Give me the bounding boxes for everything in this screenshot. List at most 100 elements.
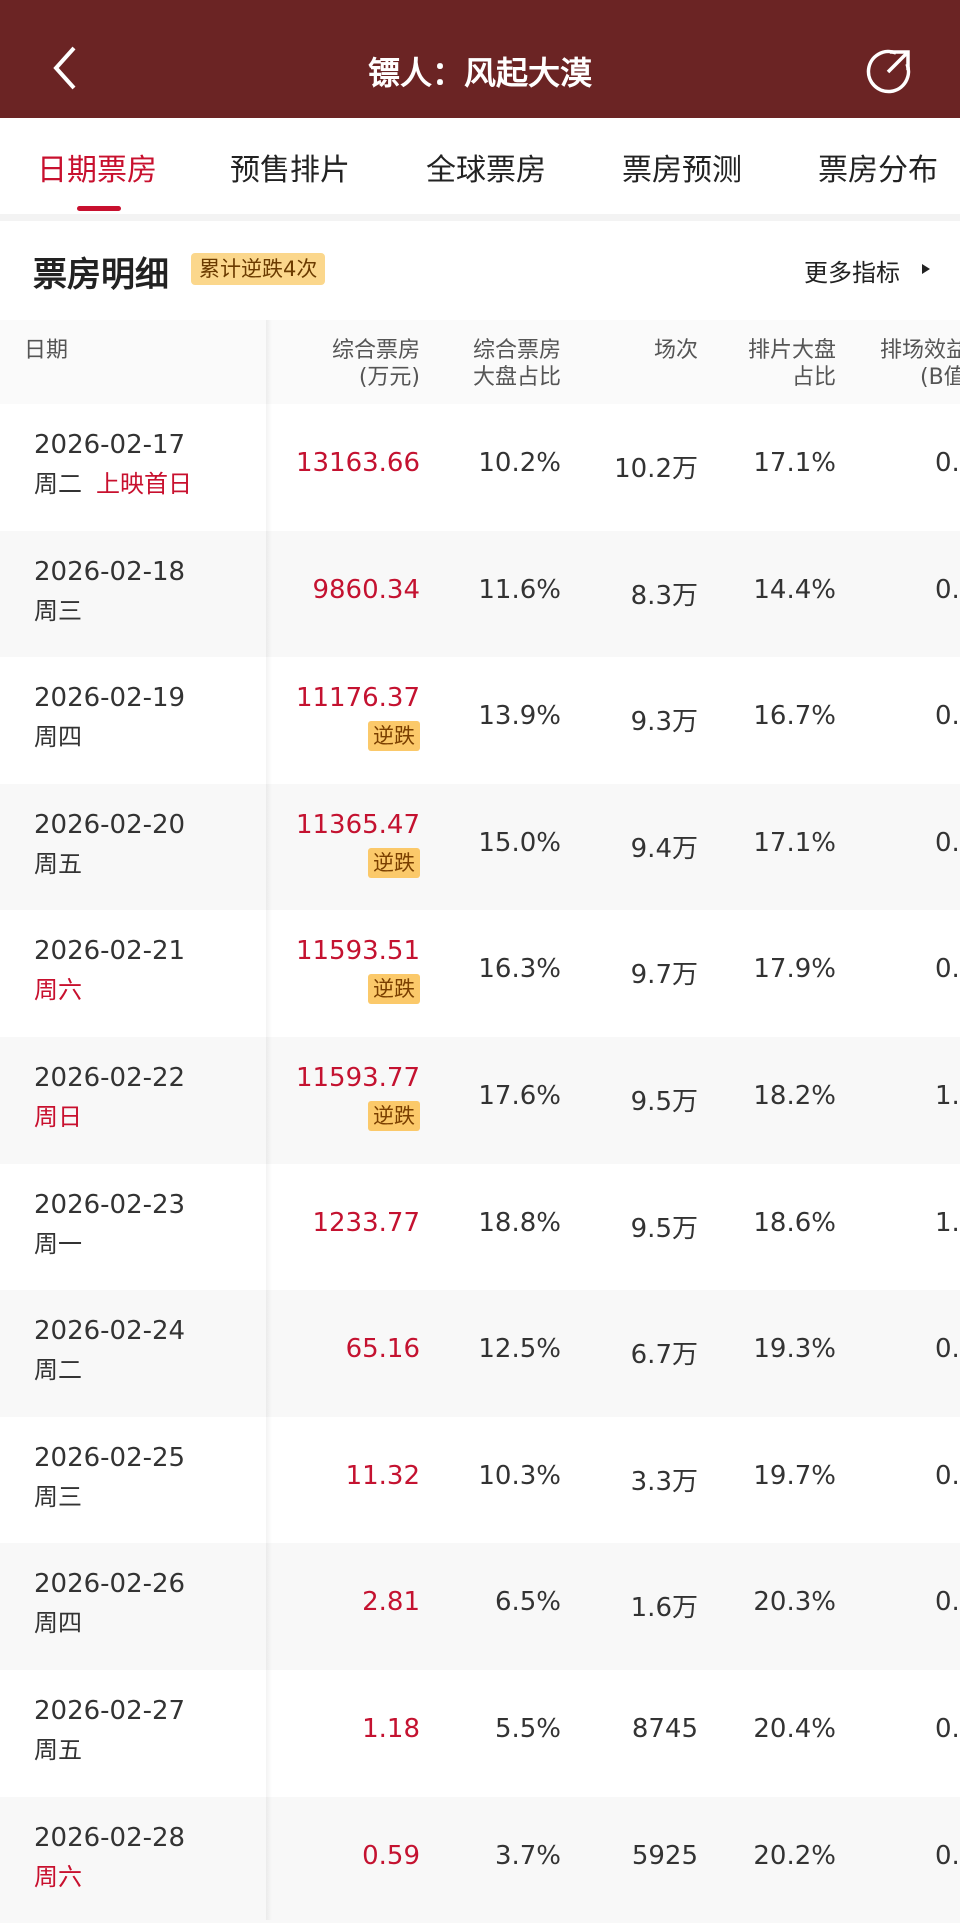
box-office: 11176.37: [295, 683, 420, 714]
b-value: 0.: [935, 1587, 960, 1618]
b-value: 0.: [935, 1334, 960, 1365]
slot-share: 20.2%: [753, 1840, 836, 1871]
weekday: 周四: [34, 723, 82, 752]
box-office: 11365.47: [295, 809, 420, 840]
share: 6.5%: [494, 1587, 561, 1618]
slot-share: 17.9%: [753, 954, 836, 985]
share: 12.5%: [478, 1334, 561, 1365]
weekday: 周六: [34, 1862, 82, 1891]
table-row: [0, 404, 960, 531]
weekday: 周二: [34, 470, 82, 498]
column-header: 排场效益: [880, 338, 960, 363]
sticky-shadow: [266, 320, 272, 1920]
date: 2026-02-27: [34, 1696, 186, 1726]
box-office: 9860.34: [312, 574, 420, 605]
table-row: [0, 530, 960, 658]
tab-indicator: [77, 206, 121, 211]
share: 10.3%: [478, 1460, 561, 1491]
weekday: 周五: [34, 849, 82, 878]
weekday: 周日: [34, 1103, 82, 1131]
share: 3.7%: [494, 1840, 561, 1871]
date: 2026-02-26: [34, 1569, 186, 1600]
tag: 逆跌: [368, 721, 420, 752]
shows: 3.3万: [630, 1466, 698, 1497]
table-row: [0, 657, 960, 784]
tab[interactable]: 预售排片: [230, 153, 350, 188]
share: 17.6%: [478, 1081, 561, 1111]
weekday: 周二: [34, 1356, 82, 1385]
b-value: 0.: [935, 1840, 960, 1871]
shows: 9.4万: [630, 833, 698, 864]
column-header: 综合票房: [472, 338, 561, 363]
table-row: [0, 1416, 960, 1544]
box-office: 65.16: [345, 1334, 420, 1365]
column-header: 大盘占比: [472, 365, 561, 390]
more-arrow[interactable]: [920, 262, 932, 276]
shows: 10.2万: [614, 454, 698, 484]
more-link[interactable]: 更多指标: [804, 259, 900, 287]
tab[interactable]: 票房分布: [818, 153, 938, 188]
tab-bar: [0, 118, 960, 214]
share: 18.8%: [478, 1207, 561, 1238]
box-office: 2.81: [362, 1587, 420, 1618]
slot-share: 20.4%: [753, 1714, 836, 1744]
column-header: (B值): [920, 365, 960, 390]
slot-share: 14.4%: [753, 574, 836, 605]
date: 2026-02-19: [34, 683, 186, 714]
shows: 8745: [631, 1714, 698, 1744]
tag: 逆跌: [368, 974, 420, 1005]
column-header: 日期: [24, 338, 69, 363]
divider: [0, 214, 960, 221]
shows: 8.3万: [630, 580, 698, 611]
b-value: 1.: [935, 1081, 960, 1111]
slot-share: 19.7%: [753, 1460, 836, 1491]
tab[interactable]: 票房预测: [622, 153, 742, 188]
shows: 9.5万: [630, 1213, 698, 1244]
table-row: [0, 1037, 960, 1164]
b-value: 0.: [935, 448, 960, 478]
box-office: 1.18: [362, 1714, 420, 1744]
header-bar: 镖人：风起大漠: [0, 0, 960, 118]
tab[interactable]: 全球票房: [426, 153, 546, 188]
slot-share: 16.7%: [753, 701, 836, 732]
tag: 逆跌: [368, 847, 420, 878]
date: 2026-02-18: [34, 556, 186, 587]
slot-share: 20.3%: [753, 1587, 836, 1618]
back-button[interactable]: [50, 44, 80, 92]
date: 2026-02-22: [34, 1063, 186, 1093]
column-header: 排片大盘: [747, 338, 836, 363]
slot-share: 17.1%: [753, 827, 836, 858]
b-value: 0.: [935, 574, 960, 605]
shows: 1.6万: [630, 1593, 698, 1624]
share: 16.3%: [478, 954, 561, 985]
b-value: 0.: [935, 954, 960, 985]
share: 15.0%: [478, 827, 561, 858]
shows: 9.3万: [630, 707, 698, 738]
box-office: 13163.66: [295, 448, 420, 478]
b-value: 0.: [935, 827, 960, 858]
date: 2026-02-21: [34, 936, 186, 967]
box-office: 11593.51: [295, 936, 420, 967]
box-office: 11593.77: [295, 1063, 420, 1093]
column-header: 综合票房: [331, 338, 420, 363]
section-title: 票房明细: [33, 255, 169, 295]
tab[interactable]: 日期票房: [37, 153, 157, 188]
table-row: [0, 1290, 960, 1417]
date: 2026-02-28: [34, 1822, 186, 1853]
share: 11.6%: [478, 574, 561, 605]
share-button[interactable]: [866, 48, 912, 94]
shows: 5925: [631, 1840, 698, 1871]
slot-share: 19.3%: [753, 1334, 836, 1365]
weekday: 周六: [34, 976, 82, 1005]
share: 5.5%: [494, 1714, 561, 1744]
slot-share: 18.6%: [753, 1207, 836, 1238]
table-row: [0, 1670, 960, 1797]
b-value: 0.: [935, 701, 960, 732]
share: 10.2%: [478, 448, 561, 478]
table-row: [0, 783, 960, 911]
weekday: 周一: [34, 1229, 82, 1258]
note: 上映首日: [96, 470, 192, 498]
shows: 6.7万: [630, 1340, 698, 1371]
b-value: 1.: [935, 1207, 960, 1238]
